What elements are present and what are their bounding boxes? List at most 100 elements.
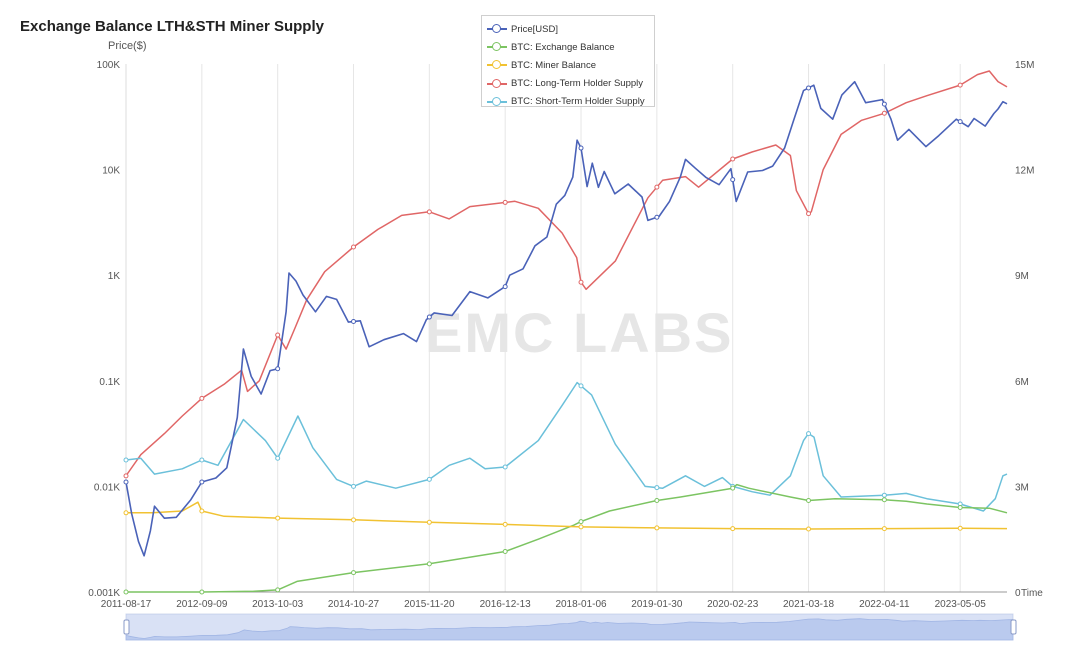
series-marker [275, 332, 281, 338]
series-marker [351, 570, 357, 576]
zoom-handle-left[interactable] [123, 619, 130, 635]
y-right-tick-label: 9M [1015, 271, 1029, 282]
series-marker [123, 457, 129, 463]
y-left-tick-label: 1K [108, 271, 121, 282]
legend-item-price[interactable]: Price[USD] [487, 20, 654, 38]
x-tick-label: 2013-10-03 [252, 599, 304, 610]
y-left-tick-label: 10K [102, 166, 120, 177]
legend-item-exchange-balance[interactable]: BTC: Exchange Balance [487, 38, 654, 56]
series-marker [806, 85, 812, 91]
legend-swatch-icon [487, 96, 507, 107]
series-marker [275, 587, 281, 593]
series-marker [426, 476, 432, 482]
zoom-slider-selection [126, 614, 1013, 640]
x-tick-label: 2023-05-05 [935, 599, 987, 610]
legend-swatch-icon [487, 78, 507, 89]
legend-swatch-icon [487, 60, 507, 70]
y-left-tick-label: 0.1K [99, 377, 120, 388]
series-marker [123, 473, 129, 479]
series-marker [578, 279, 584, 285]
series-marker [351, 483, 357, 489]
series-marker [730, 177, 736, 183]
series-marker [426, 209, 432, 215]
series-marker [426, 519, 432, 525]
legend-label: Price[USD] [511, 23, 558, 35]
x-axis-label: Time [1021, 588, 1043, 599]
series-marker [806, 211, 812, 217]
series-marker [881, 492, 887, 498]
legend-swatch-icon [487, 42, 507, 52]
series-marker [502, 549, 508, 555]
x-tick-label: 2021-03-18 [783, 599, 835, 610]
series-marker [199, 508, 205, 514]
x-tick-label: 2016-12-13 [480, 599, 532, 610]
legend-label: BTC: Long-Term Holder Supply [511, 78, 643, 90]
series-marker [654, 184, 660, 190]
series-marker [578, 519, 584, 525]
series-marker [502, 199, 508, 205]
x-tick-label: 2012-09-09 [176, 599, 228, 610]
series-marker [654, 214, 660, 220]
series-marker [654, 497, 660, 503]
series-marker [654, 525, 660, 531]
x-tick-label: 2011-08-17 [101, 599, 152, 610]
series-marker [881, 110, 887, 116]
series-marker [730, 156, 736, 162]
series-marker [275, 455, 281, 461]
y-left-tick-label: 100K [97, 60, 121, 71]
series-marker [426, 314, 432, 320]
series-marker [199, 457, 205, 463]
series-marker [502, 284, 508, 290]
series-line [125, 381, 1008, 512]
series-marker [806, 497, 812, 503]
y-left-tick-label: 0.001K [88, 588, 120, 599]
y-right-tick-label: 12M [1015, 166, 1034, 177]
legend-item-sth-supply[interactable]: BTC: Short-Term Holder Supply [487, 93, 654, 111]
series-marker [730, 526, 736, 532]
series-marker [730, 485, 736, 491]
series-marker [578, 524, 584, 530]
series-line [125, 80, 1008, 557]
series-marker [123, 589, 129, 595]
series-marker [502, 521, 508, 527]
series-marker [578, 145, 584, 151]
y-left-tick-label: 0.01K [94, 482, 120, 493]
series-marker [806, 431, 812, 437]
y-right-tick-label: 0 [1015, 588, 1021, 599]
x-tick-label: 2015-11-20 [404, 599, 455, 610]
series-marker [957, 119, 963, 125]
legend-item-miner-balance[interactable]: BTC: Miner Balance [487, 56, 654, 74]
zoom-slider-preview [125, 618, 1014, 641]
series-marker [881, 101, 887, 107]
series-line [126, 483, 1008, 593]
legend-label: BTC: Short-Term Holder Supply [511, 96, 645, 108]
series-marker [275, 366, 281, 372]
series-marker [957, 82, 963, 88]
series-marker [502, 464, 508, 470]
x-tick-label: 2014-10-27 [328, 599, 380, 610]
series-marker [123, 510, 129, 516]
series-marker [351, 319, 357, 325]
series-line [126, 501, 1008, 530]
legend-label: BTC: Miner Balance [511, 59, 597, 71]
series-marker [199, 589, 205, 595]
series-marker [351, 517, 357, 523]
legend-item-lth-supply[interactable]: BTC: Long-Term Holder Supply [487, 75, 654, 93]
series-marker [275, 515, 281, 521]
x-tick-label: 2018-01-06 [555, 599, 607, 610]
series-marker [806, 526, 812, 532]
zoom-handle-right[interactable] [1010, 619, 1017, 635]
series-marker [199, 479, 205, 485]
y-right-tick-label: 15M [1015, 60, 1034, 71]
chart-title: Exchange Balance LTH&STH Miner Supply [20, 18, 324, 35]
legend-label: BTC: Exchange Balance [511, 41, 615, 53]
y-right-tick-label: 3M [1015, 482, 1029, 493]
series-marker [578, 383, 584, 389]
y-right-tick-label: 6M [1015, 377, 1029, 388]
chart-legend: Price[USD] BTC: Exchange Balance BTC: Mi… [481, 15, 655, 107]
x-tick-label: 2019-01-30 [631, 599, 683, 610]
series-marker [881, 526, 887, 532]
series-marker [957, 525, 963, 531]
watermark: EMC LABS [425, 301, 734, 364]
